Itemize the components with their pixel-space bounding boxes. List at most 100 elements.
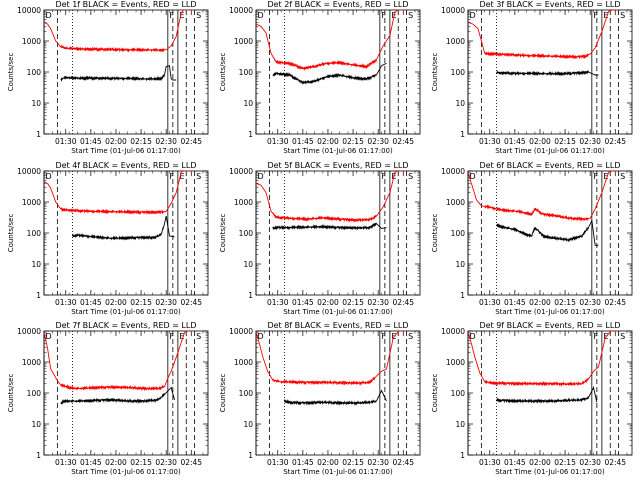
y-tick-label: 10 [243, 420, 253, 429]
x-axis-label: Start Time (01-Jul-06 01:17:00) [71, 468, 181, 476]
x-tick-label: 02:45 [392, 298, 414, 307]
lld-series-line [256, 171, 407, 223]
events-series-line [496, 69, 599, 77]
chart-panel-5: Det 5f BLACK = Events, RED = LLD 1 10 100 10… [219, 161, 421, 316]
y-tick-label: 10000 [17, 327, 41, 336]
lld-series-line [468, 10, 619, 60]
lld-series-line [44, 171, 195, 215]
x-tick-label: 02:45 [604, 298, 626, 307]
x-tick-label: 02:00 [105, 458, 127, 467]
y-tick-label: 1 [460, 451, 465, 460]
x-tick-label: 01:30 [479, 298, 501, 307]
y-tick-label: 100 [27, 389, 42, 398]
y-tick-label: 10 [455, 420, 465, 429]
chart-panel-6: Det 6f BLACK = Events, RED = LLD 1 10 100 10… [431, 161, 633, 316]
x-tick-label: 02:00 [105, 298, 127, 307]
x-tick-label: 01:45 [504, 137, 526, 146]
time-marker-label: F [593, 172, 598, 181]
x-tick-label: 01:45 [80, 137, 102, 146]
x-tick-label: 02:45 [180, 137, 202, 146]
y-tick-label: 1000 [446, 358, 465, 367]
x-axis-label: Start Time (01-Jul-06 01:17:00) [71, 308, 181, 316]
x-tick-label: 02:15 [130, 298, 152, 307]
time-marker-label: S [196, 332, 201, 341]
x-tick-label: 02:45 [180, 458, 202, 467]
chart-panel-3: Det 3f BLACK = Events, RED = LLD 1 10 100 10… [431, 0, 633, 155]
x-tick-label: 01:30 [267, 458, 289, 467]
events-series-line [283, 389, 387, 406]
x-tick-label: 02:00 [529, 458, 551, 467]
x-tick-label: 01:30 [55, 137, 77, 146]
y-tick-label: 1 [460, 291, 465, 300]
x-tick-label: 02:15 [130, 458, 152, 467]
x-tick-label: 02:15 [130, 137, 152, 146]
x-tick-label: 02:00 [317, 458, 339, 467]
y-tick-label: 10000 [441, 167, 465, 176]
y-tick-label: 1 [460, 130, 465, 139]
time-marker-label: F [169, 11, 174, 20]
events-series-line [496, 219, 599, 246]
y-tick-label: 10 [31, 260, 41, 269]
y-axis-label: Counts/sec [219, 214, 227, 253]
time-marker-label: F [169, 172, 174, 181]
y-axis-label: Counts/sec [431, 53, 439, 92]
y-tick-label: 10000 [17, 6, 41, 15]
x-axis-label: Start Time (01-Jul-06 01:17:00) [283, 147, 393, 155]
y-tick-label: 1000 [446, 198, 465, 207]
chart-panel-8: Det 8f BLACK = Events, RED = LLD 1 10 100 10… [219, 321, 421, 476]
y-tick-label: 1000 [22, 37, 41, 46]
x-tick-label: 01:45 [292, 137, 314, 146]
x-tick-label: 01:45 [292, 298, 314, 307]
x-tick-label: 02:45 [392, 137, 414, 146]
lld-series-line [44, 10, 195, 53]
y-tick-label: 10000 [441, 6, 465, 15]
lld-series-line [256, 10, 407, 71]
x-tick-label: 02:30 [579, 458, 601, 467]
y-tick-label: 10000 [229, 6, 253, 15]
panel-title: Det 3f BLACK = Events, RED = LLD [479, 0, 620, 9]
x-tick-label: 01:30 [267, 137, 289, 146]
time-marker-label: D [470, 11, 476, 20]
x-tick-label: 02:45 [180, 298, 202, 307]
time-marker-label: E [179, 172, 184, 181]
x-tick-label: 02:45 [604, 137, 626, 146]
y-tick-label: 1000 [446, 37, 465, 46]
y-tick-label: 1000 [22, 358, 41, 367]
x-tick-label: 02:30 [367, 458, 389, 467]
time-marker-label: F [169, 332, 174, 341]
x-tick-label: 02:30 [155, 458, 177, 467]
time-marker-label: D [470, 172, 476, 181]
x-axis-label: Start Time (01-Jul-06 01:17:00) [495, 468, 605, 476]
y-tick-label: 1000 [22, 198, 41, 207]
lld-series-line [468, 331, 619, 387]
x-tick-label: 02:00 [105, 137, 127, 146]
plot-frame [43, 330, 209, 456]
panel-title: Det 5f BLACK = Events, RED = LLD [267, 161, 408, 170]
plot-frame [255, 330, 421, 456]
x-tick-label: 01:30 [479, 137, 501, 146]
plot-frame [43, 170, 209, 296]
y-tick-label: 100 [451, 68, 466, 77]
x-tick-label: 01:30 [55, 298, 77, 307]
x-tick-label: 01:45 [292, 458, 314, 467]
time-marker-label: S [620, 332, 625, 341]
time-marker-label: S [408, 11, 413, 20]
time-marker-label: F [381, 332, 386, 341]
x-axis-label: Start Time (01-Jul-06 01:17:00) [495, 147, 605, 155]
y-tick-label: 10 [455, 260, 465, 269]
events-series-line [60, 386, 175, 405]
chart-panel-4: Det 4f BLACK = Events, RED = LLD 1 10 100 10… [7, 161, 209, 316]
time-marker-label: D [46, 332, 52, 341]
x-tick-label: 02:15 [554, 298, 576, 307]
plot-frame [255, 170, 421, 296]
x-tick-label: 01:30 [479, 458, 501, 467]
y-tick-label: 100 [239, 389, 254, 398]
x-tick-label: 01:45 [504, 458, 526, 467]
x-tick-label: 02:45 [392, 458, 414, 467]
x-tick-label: 02:00 [317, 298, 339, 307]
time-marker-label: S [620, 11, 625, 20]
time-marker-label: S [408, 332, 413, 341]
events-series-line [495, 386, 598, 404]
lld-series-line [256, 331, 407, 386]
